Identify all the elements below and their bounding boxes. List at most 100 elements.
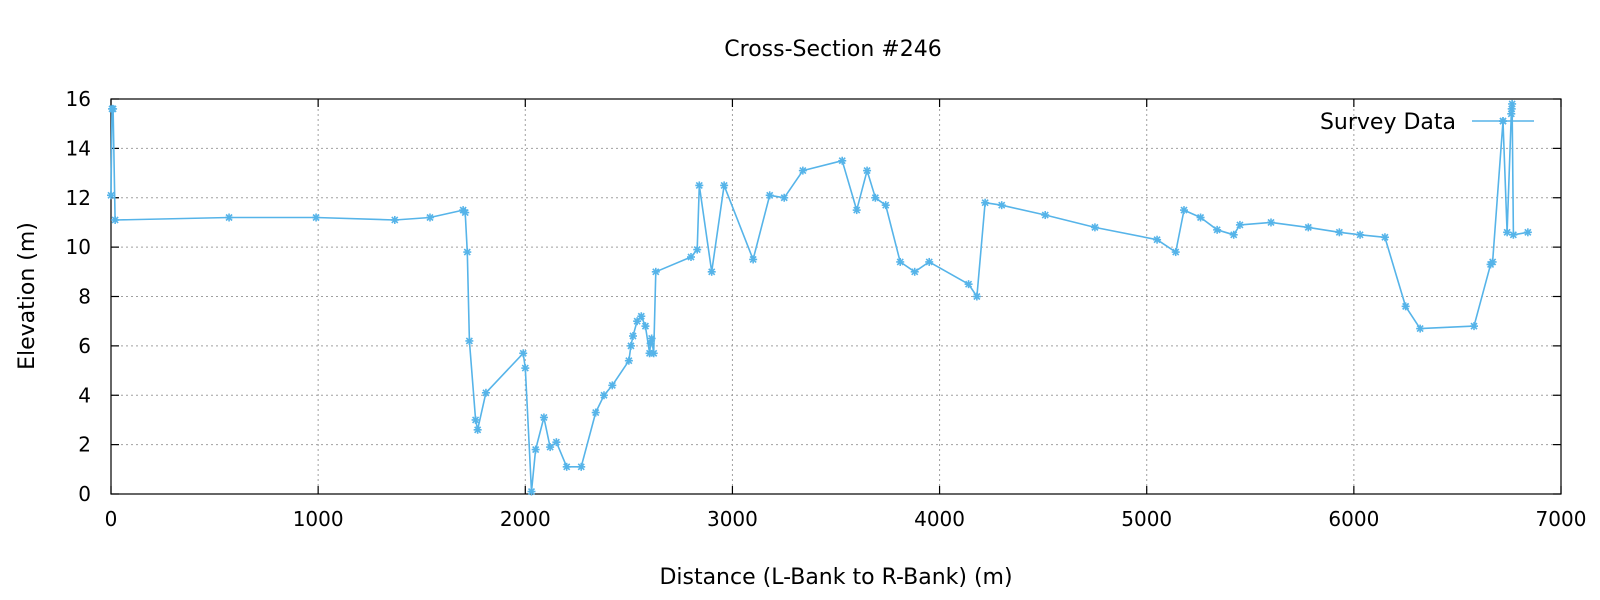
x-axis-label: Distance (L-Bank to R-Bank) (m) xyxy=(659,565,1012,590)
data-point xyxy=(465,336,474,345)
data-point xyxy=(107,191,115,200)
x-tick-label: 0 xyxy=(105,507,118,531)
data-point xyxy=(390,215,399,224)
data-point xyxy=(527,487,536,496)
data-point xyxy=(552,438,561,447)
series-layer xyxy=(107,99,1532,496)
data-point xyxy=(111,215,120,224)
data-point xyxy=(749,255,758,264)
data-point xyxy=(608,381,617,390)
data-point xyxy=(109,104,118,113)
series-line-survey-data xyxy=(110,103,1529,493)
data-point xyxy=(1380,233,1389,242)
data-point xyxy=(1356,230,1365,239)
data-point xyxy=(481,388,490,397)
data-point xyxy=(1470,322,1478,331)
legend: Survey Data xyxy=(1320,110,1534,135)
data-point xyxy=(1196,213,1205,222)
data-point xyxy=(591,408,600,417)
y-tick-label: 14 xyxy=(66,136,91,160)
data-point xyxy=(1153,235,1162,244)
y-tick-label: 0 xyxy=(78,482,91,506)
data-point xyxy=(651,267,660,276)
data-point xyxy=(637,312,646,321)
y-tick-label: 16 xyxy=(66,87,91,111)
data-point xyxy=(693,245,702,254)
data-point xyxy=(521,364,530,373)
data-point xyxy=(225,213,234,222)
y-tick-label: 10 xyxy=(66,235,91,259)
data-point xyxy=(1503,228,1512,237)
x-tick-label: 5000 xyxy=(1121,507,1172,531)
data-point xyxy=(1523,228,1532,237)
plot-frame xyxy=(110,98,1562,495)
axis-ticks: 0 1000 2000 3000 4000 5000 6000 7000 0 2 4 6 8 10 12 14… xyxy=(66,87,1587,531)
data-point xyxy=(720,181,729,190)
data-point xyxy=(1304,223,1313,232)
data-point xyxy=(426,213,434,222)
data-point xyxy=(1090,223,1099,232)
data-point xyxy=(1229,230,1238,239)
data-point xyxy=(463,248,472,257)
data-point xyxy=(852,206,861,215)
data-point xyxy=(647,334,656,343)
data-point xyxy=(687,253,695,261)
data-point xyxy=(471,415,480,424)
grid xyxy=(111,99,1561,494)
data-point xyxy=(1488,257,1497,266)
data-point xyxy=(629,332,637,340)
x-tick-label: 1000 xyxy=(293,507,344,531)
data-point xyxy=(972,292,981,301)
legend-marker-survey-data xyxy=(1499,117,1507,125)
data-point xyxy=(798,166,807,175)
data-point xyxy=(1509,230,1518,239)
data-point xyxy=(1401,302,1410,311)
data-point xyxy=(461,208,470,217)
data-point xyxy=(863,166,872,175)
x-tick-label: 6000 xyxy=(1328,507,1379,531)
x-tick-label: 7000 xyxy=(1536,507,1587,531)
data-point xyxy=(1508,99,1517,108)
data-point xyxy=(1213,225,1222,234)
data-point xyxy=(910,267,919,276)
data-point xyxy=(925,257,934,266)
y-tick-label: 8 xyxy=(78,285,91,309)
data-point xyxy=(896,257,905,266)
data-point xyxy=(649,349,658,358)
data-point xyxy=(780,193,789,202)
data-point xyxy=(1416,324,1425,333)
data-point xyxy=(871,193,880,202)
data-point xyxy=(707,267,716,276)
y-tick-label: 4 xyxy=(78,383,91,407)
data-point xyxy=(641,322,650,331)
data-point xyxy=(981,198,990,207)
data-point xyxy=(997,201,1006,210)
y-axis-label: Elevation (m) xyxy=(15,222,40,370)
y-tick-label: 12 xyxy=(66,186,91,210)
data-point xyxy=(519,349,528,358)
data-point xyxy=(838,156,847,165)
legend-label-survey-data: Survey Data xyxy=(1320,110,1456,135)
data-point xyxy=(881,201,890,210)
x-tick-label: 2000 xyxy=(500,507,551,531)
data-point xyxy=(626,341,635,350)
data-point xyxy=(765,191,774,200)
data-point xyxy=(562,462,571,471)
chart-title: Cross-Section #246 xyxy=(724,37,941,62)
y-tick-label: 2 xyxy=(78,433,91,457)
data-point xyxy=(473,425,482,434)
data-point xyxy=(312,213,321,222)
data-point xyxy=(695,181,704,190)
x-tick-label: 4000 xyxy=(914,507,965,531)
data-point xyxy=(964,280,973,289)
data-point xyxy=(624,356,633,365)
data-point xyxy=(600,391,608,400)
data-point xyxy=(531,445,540,454)
data-point xyxy=(546,443,555,452)
y-tick-label: 6 xyxy=(78,334,91,358)
data-point xyxy=(1335,228,1344,237)
data-point xyxy=(577,462,586,471)
data-point xyxy=(1180,206,1188,215)
x-tick-label: 3000 xyxy=(707,507,758,531)
